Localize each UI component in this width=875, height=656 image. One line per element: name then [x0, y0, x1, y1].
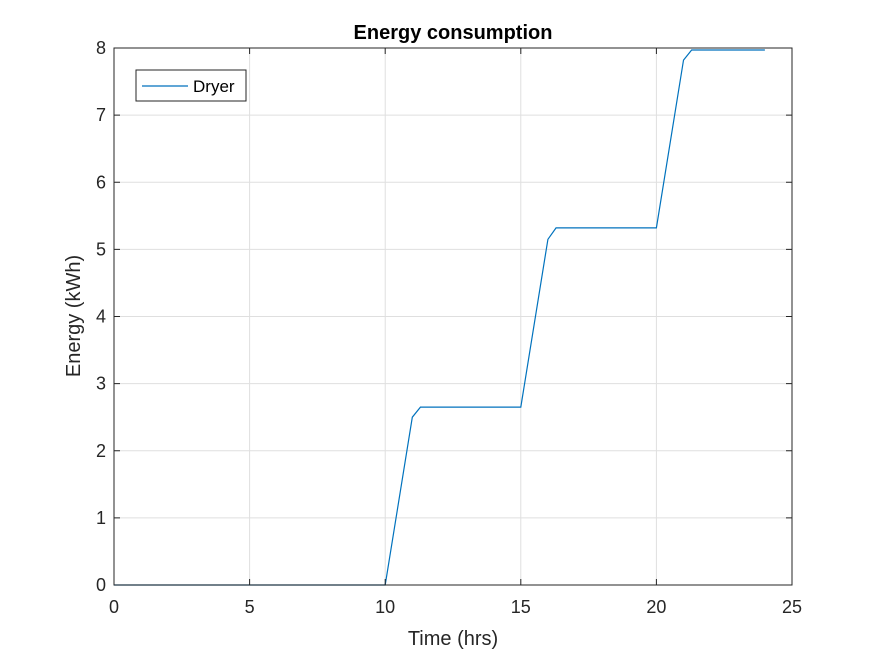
series-lines: [114, 49, 765, 586]
y-tick-label: 8: [96, 38, 106, 58]
y-axis-label: Energy (kWh): [63, 255, 85, 377]
legend: Dryer: [135, 69, 247, 102]
series-line-dryer: [114, 49, 765, 586]
axis-ticks: [113, 47, 793, 586]
x-tick-labels: 0 5 10 15 20 25: [109, 597, 802, 617]
grid-lines: [114, 48, 792, 585]
legend-label-dryer: Dryer: [193, 77, 235, 96]
y-tick-label: 0: [96, 575, 106, 595]
x-tick-label: 20: [646, 597, 666, 617]
y-tick-label: 7: [96, 105, 106, 125]
x-tick-label: 25: [782, 597, 802, 617]
y-tick-label: 2: [96, 441, 106, 461]
x-tick-label: 0: [109, 597, 119, 617]
y-tick-label: 3: [96, 374, 106, 394]
chart-title: Energy consumption: [354, 22, 553, 44]
x-tick-label: 15: [511, 597, 531, 617]
y-tick-label: 6: [96, 172, 106, 192]
y-tick-label: 5: [96, 239, 106, 259]
y-tick-label: 4: [96, 307, 106, 327]
x-tick-label: 10: [375, 597, 395, 617]
x-axis-label: Time (hrs): [408, 628, 498, 650]
y-tick-labels: 0 1 2 3 4 5 6 7 8: [96, 38, 106, 595]
y-tick-label: 1: [96, 508, 106, 528]
x-tick-label: 5: [245, 597, 255, 617]
